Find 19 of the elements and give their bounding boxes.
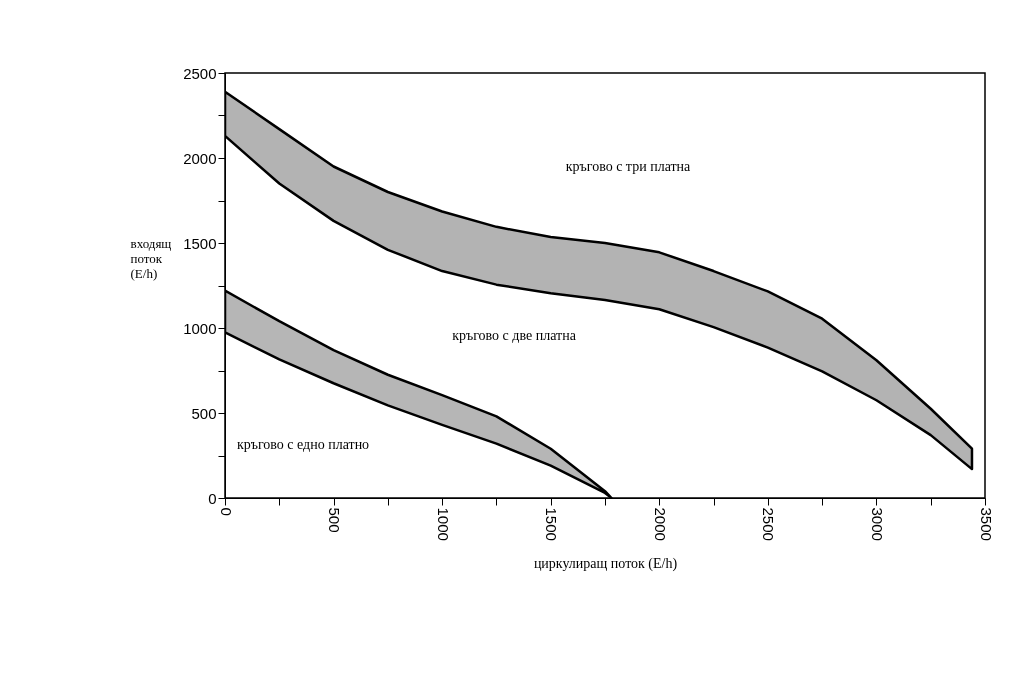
x-tick-label: 3000 <box>868 507 886 541</box>
x-tick-label: 3500 <box>977 507 995 541</box>
x-axis-title: циркулиращ поток (E/h) <box>533 555 678 572</box>
y-tick-label: 2500 <box>183 64 217 82</box>
y-tick-label: 2000 <box>183 149 217 167</box>
y-axis-title: входящ поток (E/h) <box>130 235 172 281</box>
y-tick-label: 1500 <box>183 234 217 252</box>
x-tick-label: 0 <box>217 507 235 516</box>
x-tick-label: 2000 <box>651 507 669 541</box>
x-tick-label: 1500 <box>543 507 561 541</box>
annotation: кръгово с три платна <box>565 159 692 174</box>
x-tick-label: 2500 <box>760 507 778 541</box>
annotation: кръгово с две платна <box>452 328 577 343</box>
y-tick-label: 0 <box>208 489 217 507</box>
x-tick-label: 500 <box>326 507 344 533</box>
x-tick-label: 1000 <box>434 507 452 541</box>
y-tick-label: 500 <box>191 404 217 422</box>
annotation: кръгово с едно платно <box>236 437 370 452</box>
y-tick-label: 1000 <box>183 319 217 337</box>
